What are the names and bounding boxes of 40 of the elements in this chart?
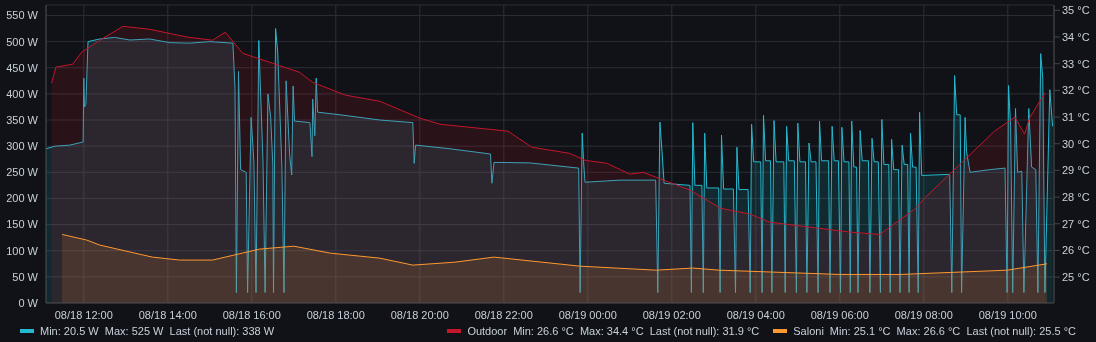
- y2-tick-label: 27 °C: [1062, 217, 1090, 230]
- x-tick-label: 08/19 00:00: [558, 308, 617, 321]
- text: Min: 25.1 °C Max: 26.6 °C Last (not null): 25.5 °C: [829, 325, 1076, 337]
- y2-tick-label: 34 °C: [1062, 30, 1090, 43]
- x-tick-label: 08/18 12:00: [54, 308, 113, 321]
- y-tick-label: 200 W: [6, 192, 39, 205]
- y-tick-label: 0 W: [18, 296, 39, 309]
- legend-label: Saloni: [793, 325, 824, 337]
- y2-tick-label: 33 °C: [1062, 57, 1090, 70]
- y2-tick-label: 25 °C: [1062, 271, 1090, 284]
- y2-tick-label: 29 °C: [1062, 164, 1090, 177]
- y2-tick-label: 28 °C: [1062, 190, 1090, 203]
- y-tick-label: 100 W: [6, 244, 39, 257]
- x-tick-label: 08/18 16:00: [222, 308, 281, 321]
- y-tick-label: 300 W: [6, 140, 39, 153]
- x-tick-label: 08/19 10:00: [978, 308, 1037, 321]
- x-tick-label: 08/18 18:00: [306, 308, 365, 321]
- y-tick-label: 50 W: [12, 270, 39, 283]
- x-tick-label: 08/19 02:00: [642, 308, 701, 321]
- text: Min: 20.5 W Max: 525 W Last (not null): 338 W: [40, 325, 275, 337]
- y-tick-label: 400 W: [6, 87, 39, 100]
- x-tick-label: 08/18 20:00: [390, 308, 449, 321]
- y2-tick-label: 32 °C: [1062, 84, 1090, 97]
- x-tick-label: 08/19 06:00: [810, 308, 869, 321]
- y-tick-label: 250 W: [6, 166, 39, 179]
- legend-label: Outdoor: [467, 325, 508, 337]
- y2-tick-label: 30 °C: [1062, 137, 1090, 150]
- y-tick-label: 500 W: [6, 35, 39, 48]
- y-tick-label: 550 W: [6, 9, 39, 22]
- y-tick-label: 450 W: [6, 61, 39, 74]
- y2-tick-label: 26 °C: [1062, 244, 1090, 257]
- y-tick-label: 150 W: [6, 218, 39, 231]
- y2-tick-label: 35 °C: [1062, 4, 1090, 17]
- x-tick-label: 08/18 14:00: [138, 308, 197, 321]
- y2-tick-label: 31 °C: [1062, 110, 1090, 123]
- x-tick-label: 08/18 22:00: [474, 308, 533, 321]
- x-tick-label: 08/19 08:00: [894, 308, 953, 321]
- y-tick-label: 350 W: [6, 113, 39, 126]
- x-tick-label: 08/19 04:00: [726, 308, 785, 321]
- text: Min: 26.6 °C Max: 34.4 °C Last (not null): 31.9 °C: [513, 325, 760, 337]
